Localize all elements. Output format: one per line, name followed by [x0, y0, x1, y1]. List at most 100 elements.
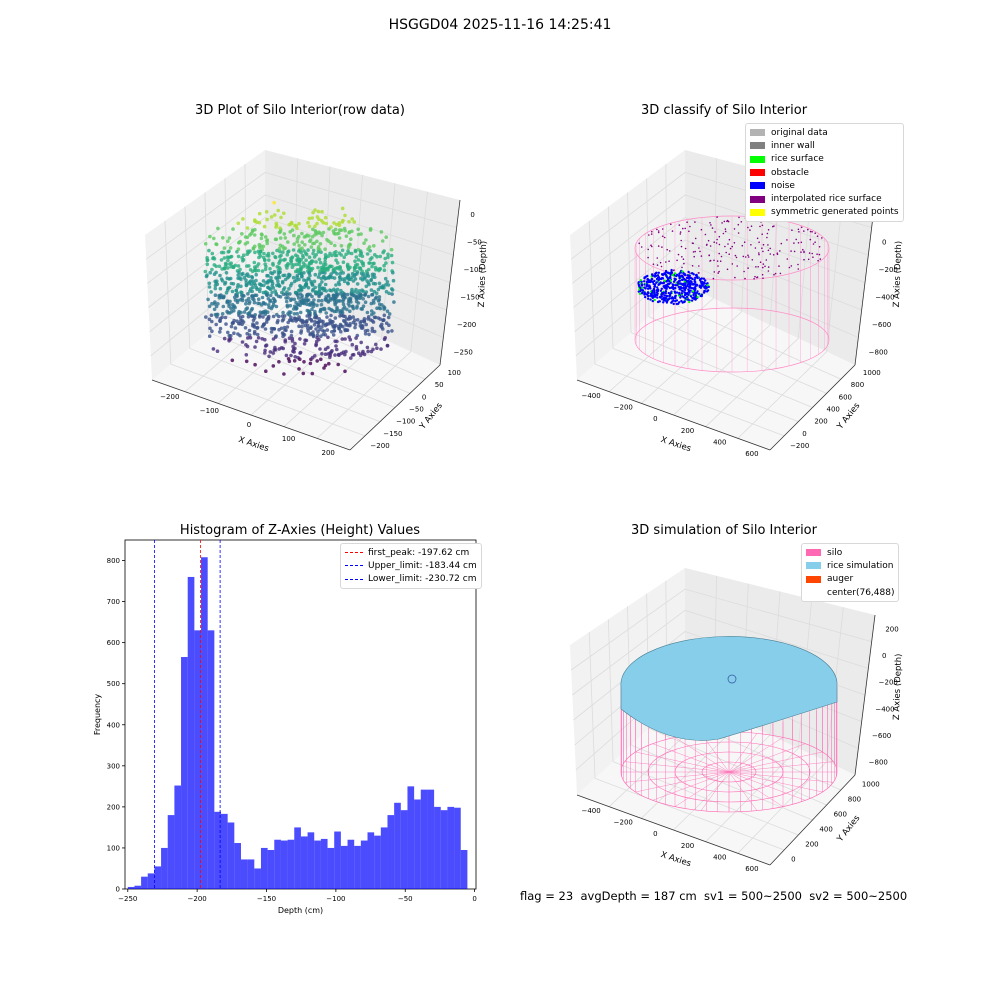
data-point — [310, 234, 315, 239]
data-point — [337, 282, 342, 287]
classified-point — [643, 291, 646, 294]
interpolated-point — [788, 266, 791, 269]
interpolated-point — [698, 247, 700, 249]
data-point — [206, 297, 210, 302]
data-point — [298, 351, 302, 355]
classified-point — [688, 291, 691, 294]
interpolated-point — [738, 216, 740, 219]
interpolated-point — [647, 256, 649, 259]
data-point — [252, 331, 257, 336]
classified-point — [681, 278, 684, 282]
data-point — [307, 234, 311, 238]
data-point — [262, 283, 266, 288]
data-point — [340, 294, 345, 299]
data-point — [299, 286, 304, 290]
interpolated-point — [747, 226, 749, 229]
data-point — [335, 287, 340, 292]
interpolated-point — [791, 229, 793, 231]
classified-point — [690, 272, 694, 275]
data-point — [259, 236, 264, 241]
interpolated-point — [758, 241, 760, 243]
histogram-bar — [221, 813, 228, 889]
data-point — [320, 233, 324, 238]
data-point — [361, 297, 365, 301]
data-point — [344, 252, 348, 257]
status-footer: flag = 23 avgDepth = 187 cm sv1 = 500~25… — [520, 889, 908, 903]
data-point — [301, 261, 306, 265]
legend-swatch — [345, 565, 363, 567]
data-point — [362, 352, 367, 357]
data-point — [381, 327, 385, 331]
data-point — [288, 230, 292, 234]
data-point — [246, 336, 250, 340]
classified-point — [652, 294, 655, 297]
data-point — [358, 320, 363, 325]
data-point — [335, 232, 340, 236]
interpolated-point — [766, 236, 768, 239]
data-point — [289, 256, 293, 261]
classified-point — [664, 273, 667, 276]
data-point — [360, 307, 364, 311]
classified-point — [640, 292, 644, 295]
data-point — [391, 278, 396, 283]
data-point — [314, 342, 318, 346]
data-point — [351, 305, 355, 309]
data-point — [323, 363, 328, 368]
data-point — [227, 249, 231, 254]
x-tick-label: −200 — [188, 895, 207, 903]
data-point — [297, 234, 301, 239]
legend-swatch — [345, 552, 363, 554]
data-point — [341, 260, 346, 264]
classified-point — [699, 285, 702, 288]
z-tick-label: 200 — [885, 625, 898, 633]
data-point — [344, 321, 348, 326]
interpolated-point — [747, 256, 750, 258]
interpolated-point — [767, 266, 770, 268]
data-point — [377, 295, 382, 299]
histogram-bar — [314, 840, 321, 889]
data-point — [352, 220, 357, 224]
data-point — [335, 347, 339, 352]
classified-point — [653, 298, 656, 302]
data-point — [338, 299, 342, 303]
interpolated-point — [795, 238, 797, 241]
data-point — [295, 311, 299, 316]
classified-point — [665, 300, 669, 303]
data-point — [252, 260, 257, 265]
data-point — [207, 281, 212, 286]
y-axis-line — [769, 774, 856, 866]
interpolated-point — [661, 228, 664, 230]
histogram-bar — [267, 849, 275, 889]
data-point — [283, 338, 288, 342]
interpolated-point — [779, 250, 781, 252]
data-point — [288, 283, 293, 288]
data-point — [323, 255, 328, 260]
y-tick-label: 400 — [827, 406, 840, 414]
data-point — [283, 257, 287, 262]
interpolated-point — [761, 247, 763, 249]
data-point — [238, 333, 242, 338]
classified-point — [681, 270, 684, 273]
legend-swatch — [806, 589, 821, 596]
data-point — [293, 341, 297, 346]
data-point — [244, 281, 249, 285]
data-point — [279, 326, 284, 331]
data-point — [253, 268, 257, 273]
data-point — [277, 275, 282, 280]
classified-point — [701, 281, 704, 284]
data-point — [288, 303, 293, 308]
raw-point-cloud — [203, 200, 396, 376]
data-point — [358, 353, 363, 358]
data-point — [354, 255, 359, 259]
data-point — [260, 295, 265, 300]
data-point — [382, 263, 386, 268]
data-point — [318, 260, 323, 265]
data-point — [325, 328, 330, 332]
z-axis-label: Z Axies (Depth) — [892, 653, 904, 720]
data-point — [295, 306, 299, 310]
data-point — [341, 271, 345, 275]
data-point — [315, 335, 319, 340]
histogram-bar — [247, 859, 255, 889]
classified-point — [692, 297, 696, 300]
x-axis-label: X Axies — [659, 850, 692, 869]
